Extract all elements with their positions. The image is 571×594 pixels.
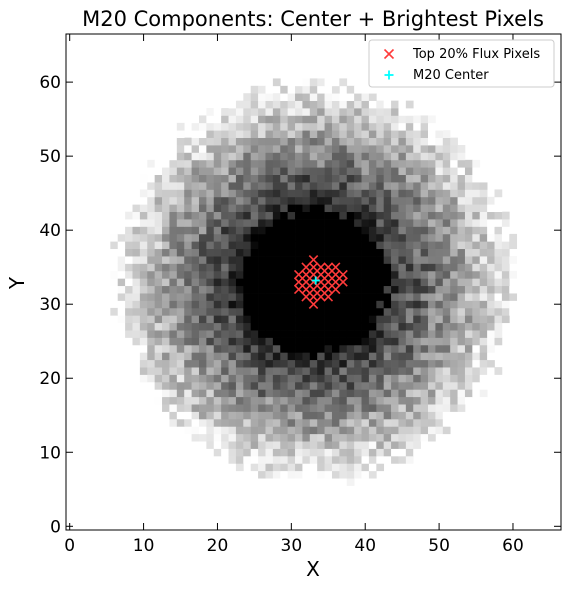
top-flux-pixel-marker — [323, 269, 334, 280]
y-axis-label: Y — [5, 276, 29, 290]
legend-x-glyph — [383, 48, 395, 60]
top-flux-pixel-marker — [316, 269, 326, 280]
x-tick-label: 40 — [354, 536, 376, 556]
top-flux-pixel-marker — [316, 277, 326, 287]
top-flux-pixel-marker — [301, 292, 311, 302]
top-flux-pixel-marker — [308, 284, 319, 295]
top-flux-pixel-marker — [308, 299, 319, 309]
x-tick-label: 30 — [281, 536, 303, 556]
top-flux-pixel-marker — [293, 284, 304, 295]
y-tick-label: 0 — [50, 517, 61, 537]
top-flux-pixel-marker — [323, 277, 334, 287]
top-flux-pixel-marker — [338, 277, 348, 287]
top-flux-pixel-marker — [293, 269, 304, 280]
y-tick-label: 20 — [39, 369, 61, 389]
legend-entry-center: M20 Center — [384, 68, 489, 83]
y-tick-label: 30 — [39, 295, 61, 315]
legend-box — [368, 39, 555, 88]
top-flux-pixel-marker — [323, 284, 334, 295]
y-tick-label: 10 — [39, 443, 61, 463]
top-flux-pixel-marker — [330, 277, 341, 287]
x-tick-label: 0 — [64, 536, 75, 556]
top-flux-pixel-marker — [338, 269, 348, 280]
marker-layer — [293, 255, 348, 309]
top-flux-pixel-marker — [330, 284, 341, 295]
legend-label-top20: Top 20% Flux Pixels — [412, 47, 540, 62]
legend-marker-x-icon — [383, 48, 395, 60]
chart-title: M20 Components: Center + Brightest Pixel… — [82, 7, 544, 31]
top-flux-pixel-marker — [316, 292, 326, 302]
top-flux-pixel-marker — [301, 269, 311, 280]
top-flux-pixel-marker — [308, 255, 319, 265]
top-flux-pixel-marker — [293, 277, 304, 287]
legend-entry-top20: Top 20% Flux Pixels — [383, 47, 540, 62]
legend: Top 20% Flux Pixels M20 Center — [368, 39, 555, 88]
top-flux-pixel-marker — [308, 292, 319, 302]
top-flux-pixel-marker — [308, 262, 319, 272]
flux-image — [110, 78, 518, 486]
m20-center-marker — [311, 276, 320, 285]
x-tick-label: 20 — [207, 536, 229, 556]
x-axis-label: X — [306, 557, 320, 581]
top-flux-pixel-marker — [323, 262, 334, 272]
legend-label-center: M20 Center — [413, 68, 489, 83]
y-tick-label: 50 — [39, 147, 61, 167]
top-flux-pixel-marker — [301, 262, 311, 272]
legend-marker-plus-icon — [384, 70, 394, 80]
top-flux-pixel-marker — [301, 284, 311, 295]
top-flux-pixel-marker — [323, 292, 334, 302]
plot-frame — [65, 33, 562, 531]
y-tick-label: 60 — [39, 73, 61, 93]
top-flux-pixel-marker — [316, 262, 326, 272]
y-tick-label: 40 — [39, 221, 61, 241]
top-flux-pixel-marker — [316, 284, 326, 295]
top-flux-pixel-marker — [330, 269, 341, 280]
x-tick-label: 60 — [502, 536, 524, 556]
x-tick-label: 10 — [133, 536, 155, 556]
top-flux-pixel-marker — [330, 262, 341, 272]
x-tick-label: 50 — [428, 536, 450, 556]
top-flux-pixel-marker — [301, 277, 311, 287]
legend-plus-glyph — [384, 70, 394, 80]
axes: 0 10 20 30 40 50 60 0 10 20 30 40 50 60 — [39, 34, 561, 556]
